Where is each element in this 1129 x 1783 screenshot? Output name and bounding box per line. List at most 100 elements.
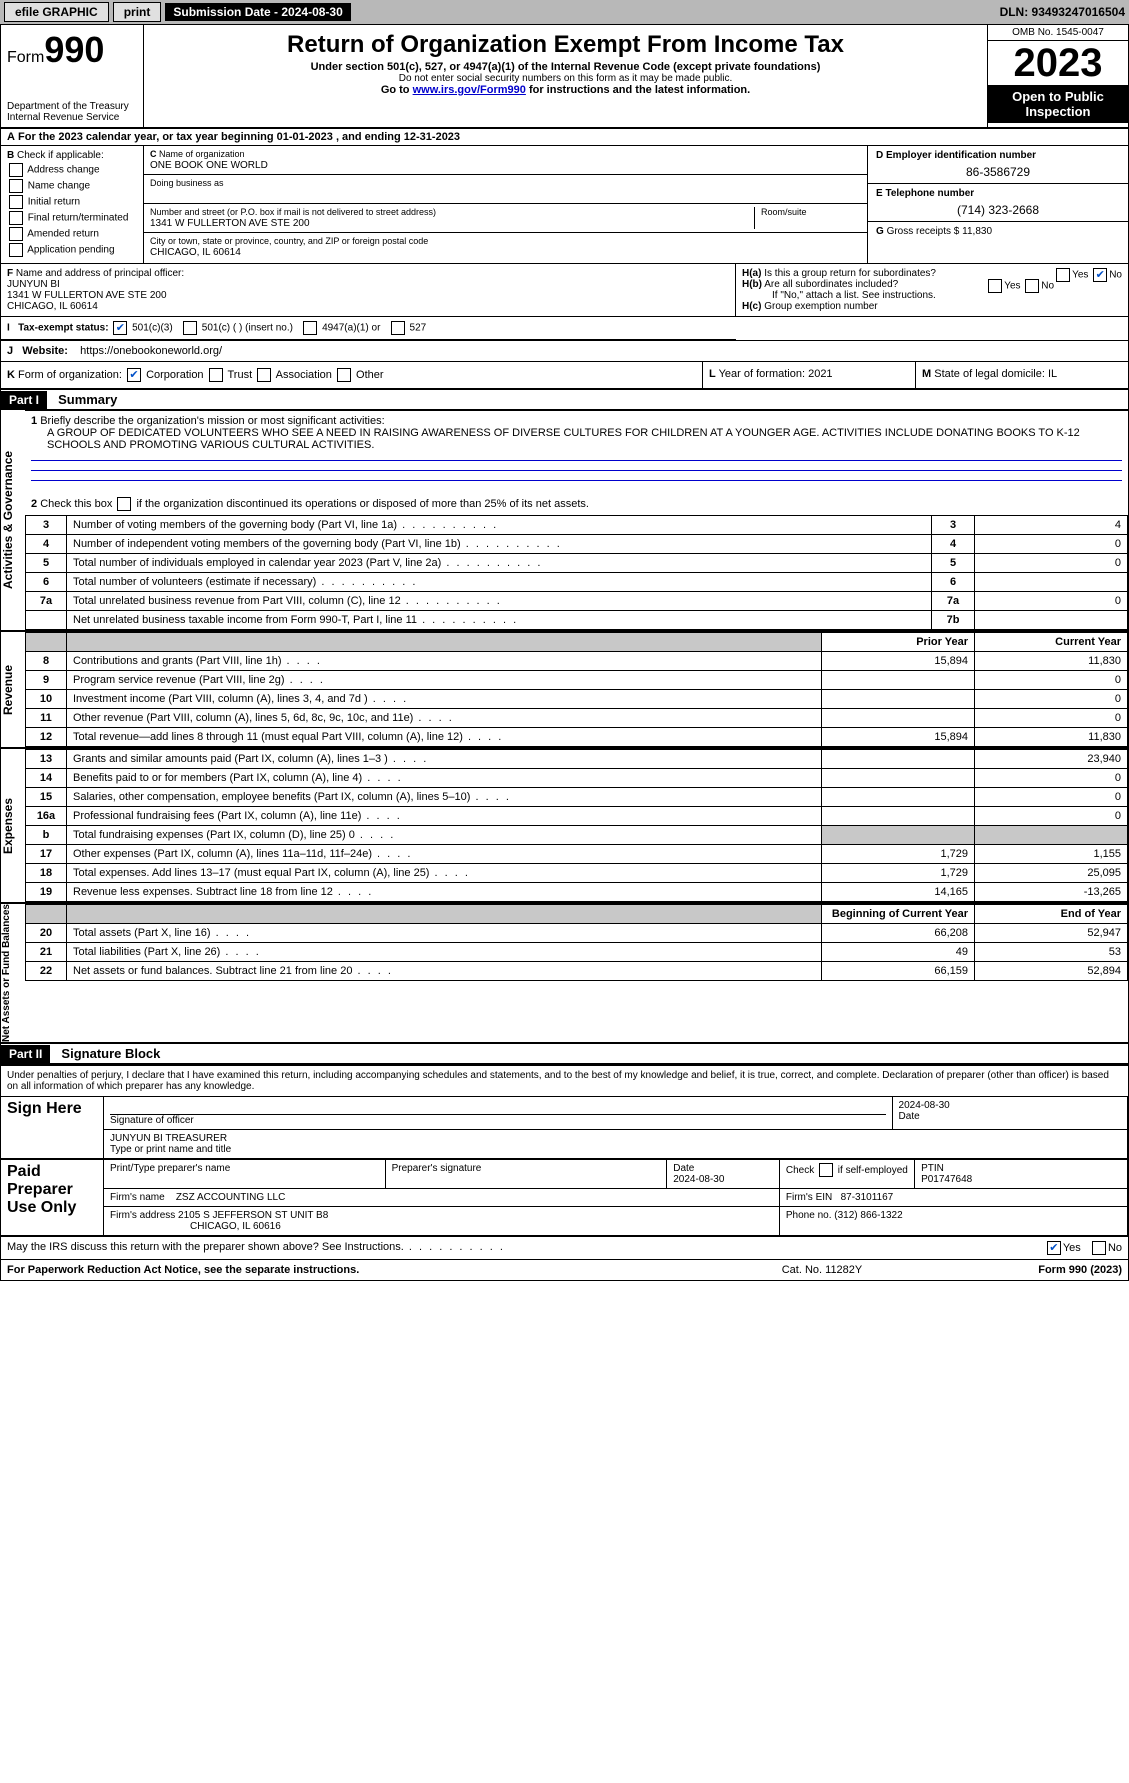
chk-trust[interactable] xyxy=(209,368,223,382)
hb-no[interactable] xyxy=(1025,279,1039,293)
paid-preparer-label: Paid Preparer Use Only xyxy=(1,1160,104,1236)
vlabel-netassets: Net Assets or Fund Balances xyxy=(1,904,25,1042)
table-row: 17Other expenses (Part IX, column (A), l… xyxy=(26,845,1128,864)
chk-corporation[interactable] xyxy=(127,368,141,382)
chk-501c3[interactable] xyxy=(113,321,127,335)
line-text: Total revenue—add lines 8 through 11 (mu… xyxy=(67,728,822,747)
part-i-label: Part I xyxy=(1,391,47,409)
table-row: 22Net assets or fund balances. Subtract … xyxy=(26,962,1128,981)
current-value: 53 xyxy=(975,943,1128,962)
ha-label: Is this a group return for subordinates? xyxy=(764,268,936,279)
ha-no[interactable] xyxy=(1093,268,1107,282)
hc-label: Group exemption number xyxy=(764,301,877,312)
state-domicile: IL xyxy=(1048,368,1057,380)
chk-discontinued[interactable] xyxy=(117,497,131,511)
mission-text: A GROUP OF DEDICATED VOLUNTEERS WHO SEE … xyxy=(31,427,1122,451)
line-num: 16a xyxy=(26,807,67,826)
chk-initial-return[interactable]: Initial return xyxy=(7,195,137,209)
ptin-label: PTIN xyxy=(921,1163,944,1174)
line-a: A For the 2023 calendar year, or tax yea… xyxy=(1,129,1128,146)
revenue-header: Prior Year Current Year xyxy=(26,633,1128,652)
chk-other[interactable] xyxy=(337,368,351,382)
line-text: Total expenses. Add lines 13–17 (must eq… xyxy=(67,864,822,883)
current-value: 0 xyxy=(975,690,1128,709)
table-row: 5Total number of individuals employed in… xyxy=(26,554,1128,573)
efile-button[interactable]: efile GRAPHIC xyxy=(4,2,109,22)
phone-label: Telephone number xyxy=(885,188,974,199)
end-year-header: End of Year xyxy=(975,905,1128,924)
chk-527[interactable] xyxy=(391,321,405,335)
sig-officer-label: Signature of officer xyxy=(110,1115,194,1126)
table-row: 8Contributions and grants (Part VIII, li… xyxy=(26,652,1128,671)
current-value xyxy=(975,826,1128,845)
line-num: 22 xyxy=(26,962,67,981)
dln-label: DLN: 93493247016504 xyxy=(1000,5,1125,19)
line-text: Total number of volunteers (estimate if … xyxy=(67,573,932,592)
line-text: Other expenses (Part IX, column (A), lin… xyxy=(67,845,822,864)
current-value: 1,155 xyxy=(975,845,1128,864)
table-row: 19Revenue less expenses. Subtract line 1… xyxy=(26,883,1128,902)
line-num: 15 xyxy=(26,788,67,807)
tax-year-range: For the 2023 calendar year, or tax year … xyxy=(18,131,460,143)
website-url: https://onebookoneworld.org/ xyxy=(80,345,222,357)
chk-final-return[interactable]: Final return/terminated xyxy=(7,211,137,225)
form-footer: Form 990 (2023) xyxy=(922,1264,1122,1276)
col-de-ein-phone: D Employer identification number 86-3586… xyxy=(867,146,1128,263)
line-box: 7a xyxy=(932,592,975,611)
sign-here-label: Sign Here xyxy=(1,1097,104,1159)
line-num: 5 xyxy=(26,554,67,573)
chk-address-change[interactable]: Address change xyxy=(7,163,137,177)
form-title: Return of Organization Exempt From Incom… xyxy=(150,31,981,59)
table-row: 11Other revenue (Part VIII, column (A), … xyxy=(26,709,1128,728)
print-button[interactable]: print xyxy=(113,2,162,22)
chk-self-employed[interactable] xyxy=(819,1163,833,1177)
line-num: 18 xyxy=(26,864,67,883)
hb-note: If "No," attach a list. See instructions… xyxy=(742,290,1122,301)
line-num: 8 xyxy=(26,652,67,671)
form-label: Form xyxy=(7,49,44,66)
col-c-name-addr: C Name of organization ONE BOOK ONE WORL… xyxy=(144,146,867,263)
revenue-section: Revenue Prior Year Current Year 8Contrib… xyxy=(1,630,1128,747)
f-label: Name and address of principal officer: xyxy=(16,268,184,279)
governance-table: 3Number of voting members of the governi… xyxy=(25,515,1128,630)
line-text: Contributions and grants (Part VIII, lin… xyxy=(67,652,822,671)
k-label: Form of organization: xyxy=(18,369,122,381)
chk-4947[interactable] xyxy=(303,321,317,335)
line-text: Net assets or fund balances. Subtract li… xyxy=(67,962,822,981)
year-formation: 2021 xyxy=(808,368,832,380)
col-b-checkboxes: B Check if applicable: Address change Na… xyxy=(1,146,144,263)
line2-row: 2 Check this box if the organization dis… xyxy=(25,493,1128,515)
table-row: 7aTotal unrelated business revenue from … xyxy=(26,592,1128,611)
hb-yes[interactable] xyxy=(988,279,1002,293)
part-i-header: Part I Summary xyxy=(1,390,1128,410)
line-value: 0 xyxy=(975,554,1128,573)
table-row: 13Grants and similar amounts paid (Part … xyxy=(26,750,1128,769)
b-label: Check if applicable: xyxy=(17,150,104,161)
line-num: 9 xyxy=(26,671,67,690)
header-right: OMB No. 1545-0047 2023 Open to Public In… xyxy=(987,25,1128,127)
prior-value xyxy=(822,807,975,826)
table-row: 14Benefits paid to or for members (Part … xyxy=(26,769,1128,788)
ha-yes[interactable] xyxy=(1056,268,1070,282)
officer-addr1: 1341 W FULLERTON AVE STE 200 xyxy=(7,290,167,301)
prior-value: 1,729 xyxy=(822,864,975,883)
chk-name-change[interactable]: Name change xyxy=(7,179,137,193)
discuss-no[interactable] xyxy=(1092,1241,1106,1255)
omb-number: OMB No. 1545-0047 xyxy=(988,25,1128,41)
form-subtitle: Under section 501(c), 527, or 4947(a)(1)… xyxy=(150,61,981,73)
form-number: 990 xyxy=(44,29,104,70)
chk-501c[interactable] xyxy=(183,321,197,335)
current-value: 25,095 xyxy=(975,864,1128,883)
chk-application-pending[interactable]: Application pending xyxy=(7,243,137,257)
line-text: Number of voting members of the governin… xyxy=(67,516,932,535)
chk-amended-return[interactable]: Amended return xyxy=(7,227,137,241)
firm-name: ZSZ ACCOUNTING LLC xyxy=(176,1192,285,1203)
part-ii-title: Signature Block xyxy=(53,1044,168,1063)
discuss-yes[interactable] xyxy=(1047,1241,1061,1255)
line-text: Benefits paid to or for members (Part IX… xyxy=(67,769,822,788)
line-box: 5 xyxy=(932,554,975,573)
irs-link[interactable]: www.irs.gov/Form990 xyxy=(413,84,526,96)
ssn-warning: Do not enter social security numbers on … xyxy=(150,73,981,84)
chk-association[interactable] xyxy=(257,368,271,382)
prior-year-header: Prior Year xyxy=(822,633,975,652)
